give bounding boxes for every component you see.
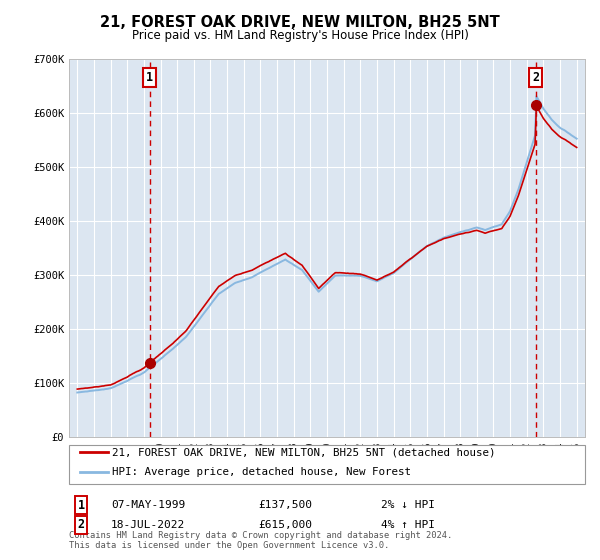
Text: 18-JUL-2022: 18-JUL-2022 (111, 520, 185, 530)
Text: Price paid vs. HM Land Registry's House Price Index (HPI): Price paid vs. HM Land Registry's House … (131, 29, 469, 42)
Text: 2% ↓ HPI: 2% ↓ HPI (381, 500, 435, 510)
Text: HPI: Average price, detached house, New Forest: HPI: Average price, detached house, New … (112, 467, 411, 477)
Text: 21, FOREST OAK DRIVE, NEW MILTON, BH25 5NT (detached house): 21, FOREST OAK DRIVE, NEW MILTON, BH25 5… (112, 447, 496, 458)
Text: £137,500: £137,500 (258, 500, 312, 510)
Text: 21, FOREST OAK DRIVE, NEW MILTON, BH25 5NT: 21, FOREST OAK DRIVE, NEW MILTON, BH25 5… (100, 15, 500, 30)
Text: £615,000: £615,000 (258, 520, 312, 530)
Text: 1: 1 (146, 71, 154, 84)
Text: 4% ↑ HPI: 4% ↑ HPI (381, 520, 435, 530)
Text: 1: 1 (77, 498, 85, 512)
Text: Contains HM Land Registry data © Crown copyright and database right 2024.
This d: Contains HM Land Registry data © Crown c… (69, 530, 452, 550)
Text: 2: 2 (77, 518, 85, 531)
Text: 2: 2 (532, 71, 539, 84)
Text: 07-MAY-1999: 07-MAY-1999 (111, 500, 185, 510)
